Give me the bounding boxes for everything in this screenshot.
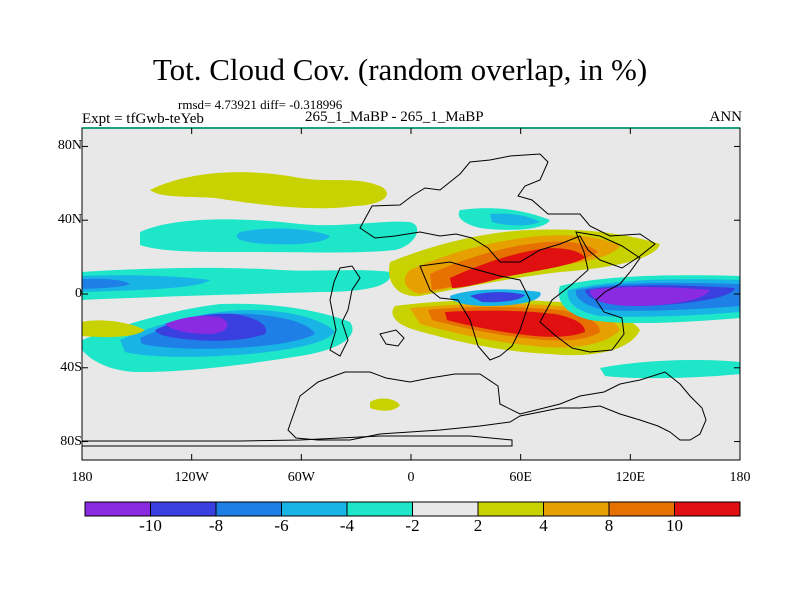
x-tick-label: 0	[407, 470, 415, 485]
contour-east-purple	[590, 287, 710, 306]
colorbar-swatch	[608, 501, 675, 517]
x-tick-label: 180	[729, 470, 751, 485]
contour-equatorial-blue-2	[82, 278, 130, 289]
y-tick-label: 0	[75, 286, 82, 301]
colorbar-label: -8	[208, 516, 224, 535]
contour-south-cyan-east	[600, 360, 740, 379]
continent-outline-south	[287, 371, 707, 441]
colorbar-label: 10	[666, 516, 683, 535]
colorbar-swatch	[477, 501, 544, 517]
contour-tropical-north-red	[450, 248, 585, 288]
stats-text: rmsd= 4.73921 diff= -0.318996	[178, 97, 343, 112]
x-tick-label: 120W	[174, 470, 209, 485]
colorbar	[84, 501, 741, 517]
colorbar-label: 4	[539, 516, 548, 535]
contour-equatorial-cyan	[82, 267, 391, 300]
colorbar-label: -4	[339, 516, 355, 535]
x-ticks	[81, 128, 741, 460]
plot-title: Tot. Cloud Cov. (random overlap, in %)	[152, 52, 648, 87]
colorbar-swatch	[674, 501, 741, 517]
continent-outline-africa	[419, 261, 531, 361]
x-tick-label: 120E	[615, 470, 646, 485]
continent-outline-east	[539, 231, 641, 353]
y-tick-label: 80S	[60, 433, 82, 449]
y-tick-label: 40S	[60, 359, 82, 375]
colorbar-label: 8	[604, 516, 614, 535]
experiment-label: Expt = tfGwb-teYeb	[82, 111, 204, 127]
colorbar-swatch	[150, 501, 217, 517]
continent-outline-middle-left	[329, 265, 361, 357]
colorbar-swatch	[412, 501, 479, 517]
season-label: ANN	[709, 109, 743, 125]
contour-north-east-negative-inner	[490, 213, 540, 226]
y-ticks	[82, 145, 740, 443]
colorbar-label: 2	[473, 516, 483, 535]
contour-south-yellow-patch	[370, 398, 400, 411]
x-tick-label: 60W	[287, 470, 315, 485]
continent-outline-small-islands	[379, 329, 405, 347]
colorbar-label: -10	[139, 516, 162, 535]
colorbar-swatch	[281, 501, 348, 517]
continent-outline-north	[359, 153, 656, 269]
continent-outline-antarctic	[82, 435, 513, 447]
contour-north-negative-inner	[236, 228, 330, 245]
colorbar-swatch	[346, 501, 413, 517]
case-label: 265_1_MaBP - 265_1_MaBP	[305, 109, 484, 125]
y-tick-label: 40N	[57, 212, 82, 228]
colorbar-swatch	[84, 501, 151, 517]
colorbar-label: -2	[405, 516, 420, 535]
x-tick-label: 180	[71, 470, 93, 485]
contour-equator-east-blue	[470, 292, 525, 303]
contour-south-purple	[165, 316, 228, 334]
colorbar-swatch	[215, 501, 282, 517]
colorbar-swatch	[543, 501, 610, 517]
x-tick-label: 60E	[509, 470, 532, 485]
colorbar-label: -6	[274, 516, 289, 535]
contour-equatorial-blue	[82, 275, 210, 292]
y-tick-label: 80N	[57, 138, 82, 154]
contour-north-positive	[150, 172, 387, 209]
contour-south-yellow-west	[82, 320, 145, 338]
